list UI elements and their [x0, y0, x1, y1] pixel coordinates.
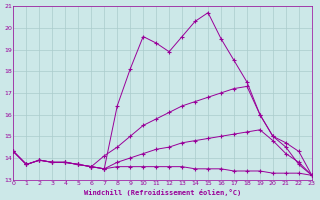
X-axis label: Windchill (Refroidissement éolien,°C): Windchill (Refroidissement éolien,°C) [84, 189, 241, 196]
